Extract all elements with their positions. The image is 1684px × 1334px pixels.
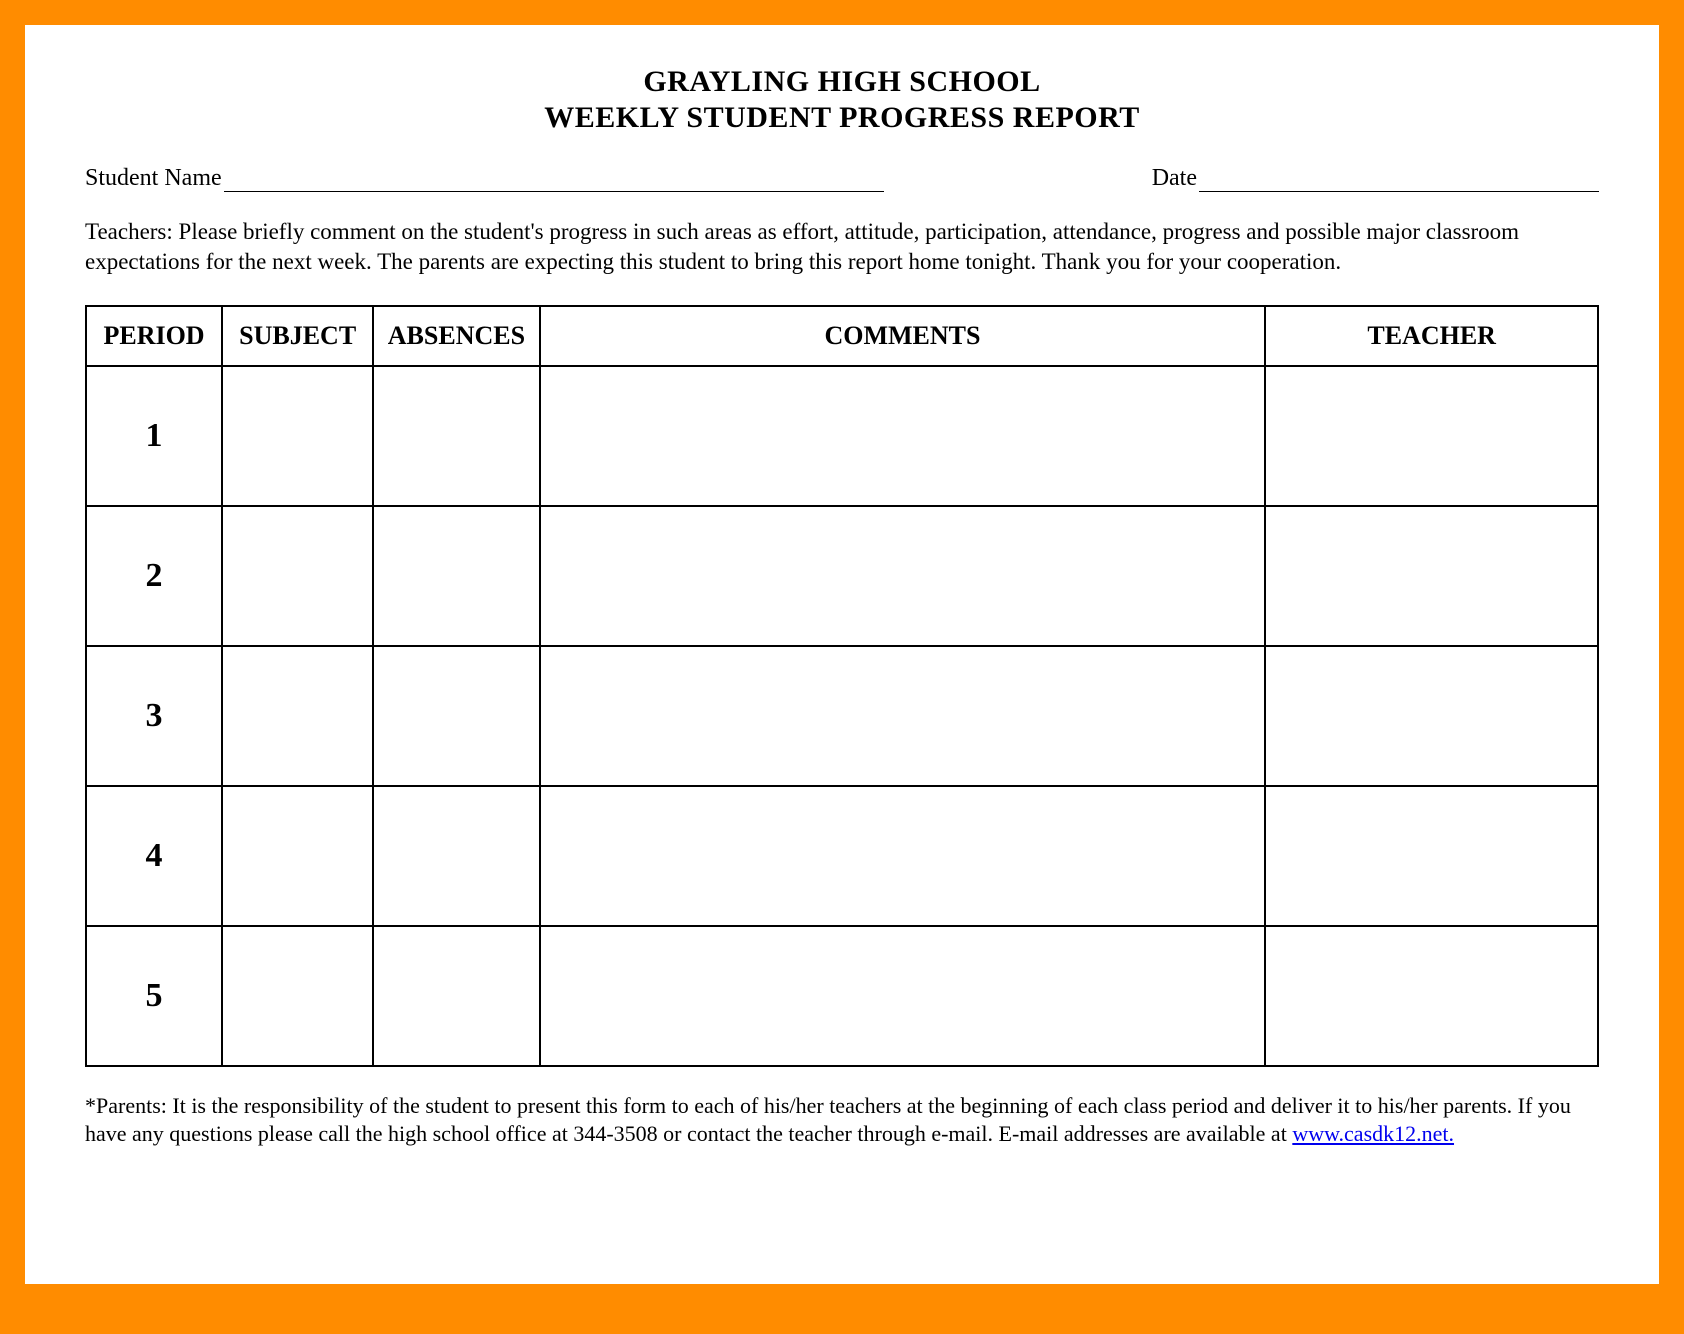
col-header-teacher: TEACHER	[1265, 306, 1598, 366]
period-number: 3	[86, 646, 222, 786]
parents-footnote: *Parents: It is the responsibility of th…	[85, 1092, 1599, 1149]
school-name: GRAYLING HIGH SCHOOL	[85, 65, 1599, 99]
subject-cell[interactable]	[222, 926, 373, 1066]
table-header-row: PERIOD SUBJECT ABSENCES COMMENTS TEACHER	[86, 306, 1598, 366]
teacher-cell[interactable]	[1265, 506, 1598, 646]
comments-cell[interactable]	[540, 786, 1266, 926]
col-header-subject: SUBJECT	[222, 306, 373, 366]
subject-cell[interactable]	[222, 786, 373, 926]
fields-row: Student Name Date	[85, 165, 1599, 192]
student-name-blank[interactable]	[224, 167, 884, 192]
col-header-period: PERIOD	[86, 306, 222, 366]
date-blank[interactable]	[1199, 167, 1599, 192]
subject-cell[interactable]	[222, 506, 373, 646]
absences-cell[interactable]	[373, 506, 539, 646]
period-number: 5	[86, 926, 222, 1066]
comments-cell[interactable]	[540, 646, 1266, 786]
table-row: 2	[86, 506, 1598, 646]
website-link[interactable]: www.casdk12.net.	[1292, 1121, 1454, 1146]
col-header-absences: ABSENCES	[373, 306, 539, 366]
period-number: 4	[86, 786, 222, 926]
period-number: 2	[86, 506, 222, 646]
absences-cell[interactable]	[373, 786, 539, 926]
col-header-comments: COMMENTS	[540, 306, 1266, 366]
document-header: GRAYLING HIGH SCHOOL WEEKLY STUDENT PROG…	[85, 65, 1599, 135]
absences-cell[interactable]	[373, 646, 539, 786]
absences-cell[interactable]	[373, 366, 539, 506]
document-page: GRAYLING HIGH SCHOOL WEEKLY STUDENT PROG…	[25, 25, 1659, 1284]
table-row: 5	[86, 926, 1598, 1066]
progress-table: PERIOD SUBJECT ABSENCES COMMENTS TEACHER…	[85, 305, 1599, 1067]
table-row: 3	[86, 646, 1598, 786]
teacher-cell[interactable]	[1265, 926, 1598, 1066]
comments-cell[interactable]	[540, 926, 1266, 1066]
comments-cell[interactable]	[540, 506, 1266, 646]
date-label: Date	[1152, 165, 1197, 192]
comments-cell[interactable]	[540, 366, 1266, 506]
teacher-cell[interactable]	[1265, 786, 1598, 926]
subject-cell[interactable]	[222, 646, 373, 786]
date-field: Date	[1152, 165, 1599, 192]
teacher-cell[interactable]	[1265, 366, 1598, 506]
student-name-label: Student Name	[85, 165, 222, 192]
teacher-instructions: Teachers: Please briefly comment on the …	[85, 217, 1599, 277]
table-row: 1	[86, 366, 1598, 506]
student-name-field: Student Name	[85, 165, 884, 192]
table-row: 4	[86, 786, 1598, 926]
absences-cell[interactable]	[373, 926, 539, 1066]
report-title: WEEKLY STUDENT PROGRESS REPORT	[85, 101, 1599, 135]
subject-cell[interactable]	[222, 366, 373, 506]
teacher-cell[interactable]	[1265, 646, 1598, 786]
table-body: 1 2 3 4	[86, 366, 1598, 1066]
period-number: 1	[86, 366, 222, 506]
